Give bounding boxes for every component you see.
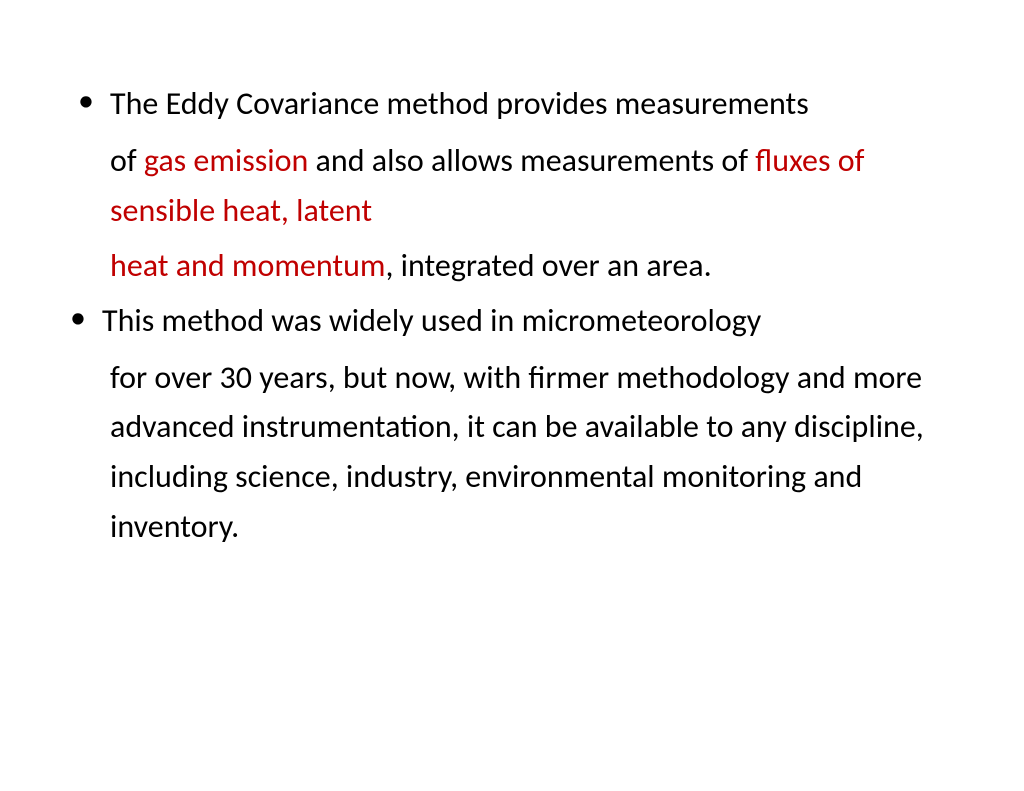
- bullet-list-2: This method was widely used in micromete…: [60, 297, 964, 345]
- text-of: of: [110, 141, 144, 180]
- bullet-1-sub-1: of gas emission and also allows measurem…: [60, 136, 964, 235]
- bullet-1-sub-2: heat and momentum, integrated over an ar…: [60, 241, 964, 291]
- highlight-heat-momentum: heat and momentum: [110, 246, 385, 285]
- bullet-1-line-1: The Eddy Covariance method provides meas…: [110, 80, 964, 128]
- bullet-2-sub-1: for over 30 years, but now, with firmer …: [60, 353, 964, 551]
- text-integrated: , integrated over an area.: [385, 246, 711, 285]
- bullet-2-line-1: This method was widely used in micromete…: [102, 297, 964, 345]
- highlight-gas-emission: gas emission: [144, 141, 316, 180]
- bullet-item-1: The Eddy Covariance method provides meas…: [60, 80, 964, 128]
- slide-content: The Eddy Covariance method provides meas…: [60, 80, 964, 551]
- bullet-list: The Eddy Covariance method provides meas…: [60, 80, 964, 128]
- bullet-item-2: This method was widely used in micromete…: [60, 297, 964, 345]
- text-and-allows: and also allows measurements of: [316, 141, 756, 180]
